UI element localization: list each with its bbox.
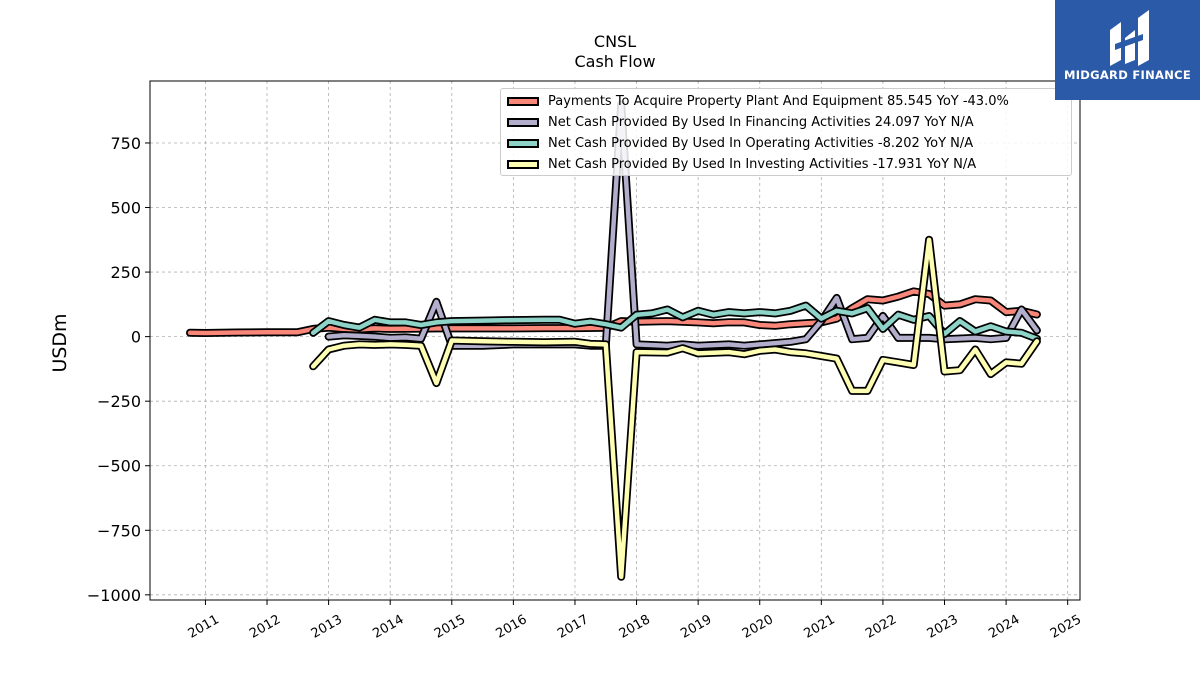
x-tick-label: 2019 [678,612,714,642]
series-lines [186,100,1041,581]
y-axis-ticks: 750 500 250 0 −250 −500 −750 −1000 [87,134,150,605]
legend-label-financing: Net Cash Provided By Used In Financing A… [548,114,974,130]
series-line-2 [310,303,1040,341]
legend-label-operating: Net Cash Provided By Used In Operating A… [548,135,974,151]
x-tick-label: 2011 [186,612,222,642]
legend: Payments To Acquire Property Plant And E… [500,88,1072,176]
chart-title: CNSL [593,32,637,51]
y-tick-label: −750 [97,521,141,540]
x-tick-label: 2015 [432,612,468,642]
x-tick-label: 2016 [494,612,530,642]
logo-text: MIDGARD FINANCE [1063,68,1192,82]
y-tick-label: −250 [97,392,141,411]
y-tick-label: 0 [131,328,141,347]
x-tick-label: 2025 [1048,612,1084,642]
x-tick-label: 2017 [555,612,591,642]
midgard-logo-icon [1110,10,1149,66]
x-tick-label: 2022 [863,612,899,642]
legend-swatch-capex [507,96,539,106]
series-line-3 [310,237,1040,580]
legend-swatch-financing [507,117,539,127]
x-tick-label: 2013 [309,612,345,642]
y-tick-label: 500 [110,199,141,218]
x-axis-ticks: 2011 2012 2013 2014 2015 2016 2017 2018 2019 2020… [186,600,1084,642]
legend-item-financing: Net Cash Provided By Used In Financing A… [507,113,974,131]
x-tick-label: 2020 [740,612,776,642]
legend-item-investing: Net Cash Provided By Used In Investing A… [507,155,976,173]
legend-swatch-investing [507,159,539,169]
x-tick-label: 2021 [801,612,837,642]
x-tick-label: 2012 [247,612,283,642]
legend-label-capex: Payments To Acquire Property Plant And E… [548,93,1009,109]
x-tick-label: 2018 [617,612,653,642]
y-tick-label: 750 [110,134,141,153]
y-tick-label: −500 [97,457,141,476]
legend-label-investing: Net Cash Provided By Used In Investing A… [548,156,977,172]
x-tick-label: 2024 [986,612,1022,642]
plot-area-frame [149,80,1081,601]
legend-item-capex: Payments To Acquire Property Plant And E… [507,92,1009,110]
y-tick-label: 250 [110,263,141,282]
legend-swatch-operating [507,138,539,148]
legend-item-operating: Net Cash Provided By Used In Operating A… [507,134,973,152]
chart-subtitle: Cash Flow [574,52,656,71]
midgard-finance-logo: MIDGARD FINANCE [1055,0,1200,100]
x-tick-label: 2014 [370,612,406,642]
y-axis-label: USDm [49,313,71,372]
x-tick-label: 2023 [925,612,961,642]
y-tick-label: −1000 [87,586,141,605]
